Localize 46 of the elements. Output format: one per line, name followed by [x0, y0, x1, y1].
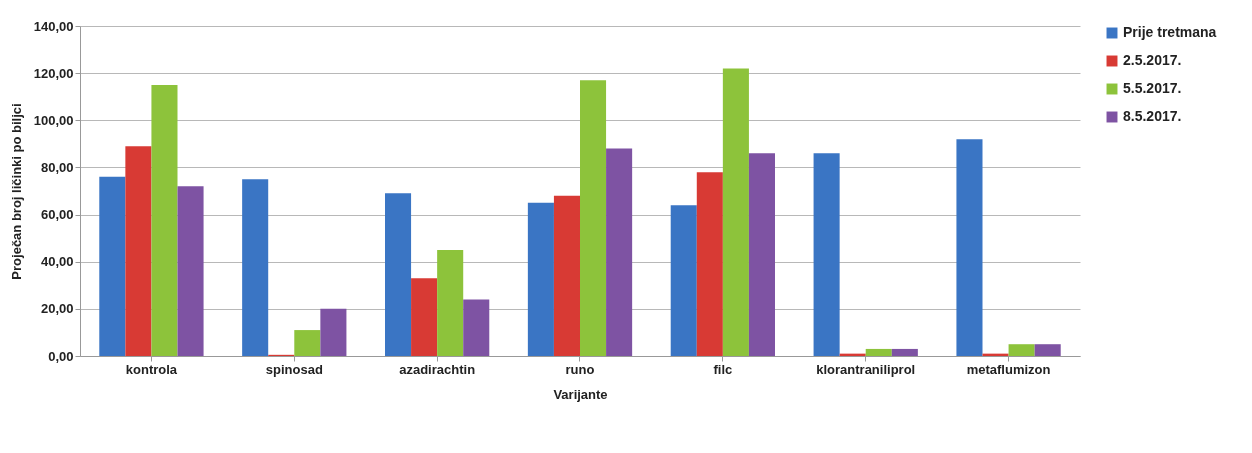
legend-label: Prije tretmana: [1123, 24, 1217, 40]
bar: [99, 176, 126, 356]
bar: [813, 153, 840, 356]
y-axis-title: Proječan broj ličinki po biljci: [8, 103, 24, 280]
x-tick-label: runo: [565, 361, 595, 377]
y-tick-label: 0,00: [48, 348, 74, 364]
bar: [696, 172, 723, 356]
legend-label: 5.5.2017.: [1123, 80, 1182, 96]
bar: [177, 186, 204, 356]
bar: [891, 348, 918, 356]
bar: [437, 249, 464, 356]
bar: [1008, 344, 1035, 356]
bar: [670, 205, 697, 356]
x-tick-label: kontrola: [125, 361, 178, 377]
bar: [865, 348, 892, 356]
bar: [411, 278, 438, 356]
bar: [527, 202, 554, 356]
bar: [242, 179, 269, 356]
x-tick-label: spinosad: [265, 361, 323, 377]
y-tick-label: 120,00: [33, 65, 74, 81]
bar: [748, 153, 775, 356]
bar: [1034, 344, 1061, 356]
bar: [580, 80, 607, 356]
bar: [553, 195, 580, 356]
bar: [125, 146, 152, 356]
bar: [294, 330, 321, 356]
legend-label: 2.5.2017.: [1123, 52, 1182, 68]
x-tick-label: filc: [713, 361, 733, 377]
bar: [320, 308, 347, 356]
bar: [385, 193, 412, 356]
y-tick-label: 100,00: [33, 112, 74, 128]
y-tick-label: 20,00: [40, 301, 74, 317]
x-axis-title: Varijante: [553, 386, 608, 402]
x-tick-label: azadirachtin: [399, 361, 476, 377]
y-tick-label: 40,00: [40, 254, 74, 270]
y-tick-label: 140,00: [33, 18, 74, 34]
y-tick-label: 60,00: [40, 207, 74, 223]
bar: [151, 84, 178, 356]
y-tick-label: 80,00: [40, 159, 74, 175]
bar: [606, 148, 633, 356]
bar: [722, 68, 749, 356]
bar: [956, 139, 983, 356]
bar: [463, 299, 490, 356]
x-tick-label: metaflumizon: [966, 361, 1051, 377]
legend-label: 8.5.2017.: [1123, 108, 1182, 124]
x-tick-label: klorantraniliprol: [816, 361, 916, 377]
